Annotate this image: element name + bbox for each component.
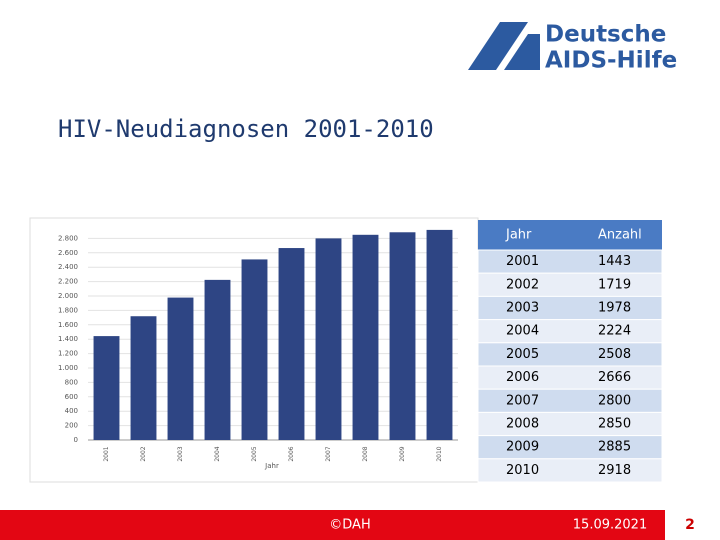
bar <box>278 248 305 440</box>
table-cell: 2009 <box>506 440 539 455</box>
table-cell: 2918 <box>598 463 631 478</box>
y-tick-label: 2.800 <box>58 234 78 242</box>
y-tick-label: 0 <box>74 436 78 444</box>
y-tick-label: 1.800 <box>58 306 78 314</box>
table-cell: 2508 <box>598 347 631 362</box>
table-cell: 2001 <box>506 254 539 269</box>
chart: 0 200 400 600 800 1.000 1.200 1.400 1.600 1.800 2.… <box>58 229 458 470</box>
bar <box>315 238 342 440</box>
bar <box>389 232 416 440</box>
bar <box>167 297 194 440</box>
table-cell: 2010 <box>506 463 539 478</box>
x-axis-label: Jahr <box>264 462 279 470</box>
footer-copyright: ©DAH <box>329 518 370 533</box>
logo-mark <box>468 22 528 70</box>
table-row <box>477 458 663 483</box>
table: Jahr Anzahl 2001 1443 2002 1719 2003 1978 2004 22… <box>477 220 663 483</box>
logo-mark <box>504 34 540 70</box>
y-tick-label: 1.200 <box>58 350 78 358</box>
table-cell: 2008 <box>506 417 539 432</box>
table-cell: 2666 <box>598 370 631 385</box>
y-tick-label: 1.400 <box>58 335 78 343</box>
bar <box>93 336 120 440</box>
y-tick-label: 800 <box>65 378 78 386</box>
x-tick-label: 2002 <box>140 446 147 461</box>
x-tick-label: 2006 <box>288 446 295 461</box>
slide-title: HIV-Neudiagnosen 2001-2010 <box>58 115 434 143</box>
bar <box>130 316 157 440</box>
bar <box>241 259 268 440</box>
x-tick-label: 2009 <box>399 446 406 461</box>
bar <box>352 234 379 440</box>
table-cell: 2003 <box>506 301 539 316</box>
bar <box>204 279 231 440</box>
table-cell: 2004 <box>506 324 539 339</box>
table-cell: 2850 <box>598 417 631 432</box>
header-cell: Anzahl <box>598 228 642 243</box>
table-cell: 1443 <box>598 254 631 269</box>
table-cell: 2007 <box>506 393 539 408</box>
page-number: 2 <box>685 517 695 533</box>
y-tick-label: 400 <box>65 407 78 415</box>
x-tick-label: 2004 <box>214 446 221 461</box>
table-cell: 2224 <box>598 324 631 339</box>
header-cell: Jahr <box>505 228 532 243</box>
table-cell: 1978 <box>598 301 631 316</box>
x-tick-label: 2001 <box>103 446 110 461</box>
table-cell: 1719 <box>598 277 631 292</box>
y-tick-label: 1.600 <box>58 321 78 329</box>
x-tick-label: 2010 <box>436 446 443 461</box>
table-cell: 2002 <box>506 277 539 292</box>
logo-text: Deutsche <box>545 22 666 48</box>
table-cell: 2006 <box>506 370 539 385</box>
footer-date: 15.09.2021 <box>573 518 647 533</box>
table-cell: 2005 <box>506 347 539 362</box>
x-tick-label: 2007 <box>325 446 332 461</box>
logo-text: AIDS-Hilfe <box>545 48 677 74</box>
y-tick-label: 2.400 <box>58 263 78 271</box>
bar <box>426 229 453 440</box>
x-tick-label: 2008 <box>362 446 369 461</box>
x-tick-label: 2005 <box>251 446 258 461</box>
x-tick-label: 2003 <box>177 446 184 461</box>
table-cell: 2800 <box>598 393 631 408</box>
y-tick-label: 200 <box>65 422 78 430</box>
y-tick-label: 2.000 <box>58 292 78 300</box>
y-tick-label: 2.200 <box>58 278 78 286</box>
y-tick-label: 2.600 <box>58 249 78 257</box>
table-cell: 2885 <box>598 440 631 455</box>
table-header <box>478 220 662 250</box>
footer-bar <box>0 510 665 540</box>
y-tick-label: 1.000 <box>58 364 78 372</box>
y-tick-label: 600 <box>65 393 78 401</box>
